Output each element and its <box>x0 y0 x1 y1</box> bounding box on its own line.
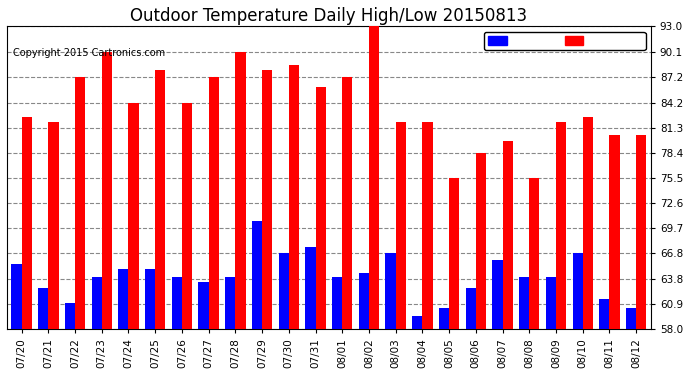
Bar <box>145 268 155 329</box>
Bar <box>315 87 326 329</box>
Bar <box>546 277 556 329</box>
Bar <box>636 135 647 329</box>
Bar <box>306 247 315 329</box>
Bar <box>582 117 593 329</box>
Bar <box>208 76 219 329</box>
Bar <box>75 76 86 329</box>
Bar <box>12 264 21 329</box>
Legend: Low  (°F), High  (°F): Low (°F), High (°F) <box>484 32 646 50</box>
Bar <box>332 277 342 329</box>
Bar <box>38 288 48 329</box>
Bar <box>556 122 566 329</box>
Bar <box>519 277 529 329</box>
Bar <box>502 141 513 329</box>
Bar <box>573 253 582 329</box>
Bar <box>626 308 636 329</box>
Bar <box>119 268 128 329</box>
Bar <box>252 221 262 329</box>
Bar <box>449 178 460 329</box>
Bar <box>599 299 609 329</box>
Bar <box>369 27 379 329</box>
Bar <box>92 277 102 329</box>
Bar <box>529 178 540 329</box>
Bar <box>155 70 166 329</box>
Bar <box>386 253 395 329</box>
Bar <box>182 103 192 329</box>
Bar <box>65 303 75 329</box>
Bar <box>395 122 406 329</box>
Bar <box>128 103 139 329</box>
Bar <box>359 273 369 329</box>
Bar <box>172 277 182 329</box>
Bar <box>466 288 476 329</box>
Bar <box>439 308 449 329</box>
Bar <box>199 282 208 329</box>
Title: Outdoor Temperature Daily High/Low 20150813: Outdoor Temperature Daily High/Low 20150… <box>130 7 527 25</box>
Bar <box>609 135 620 329</box>
Bar <box>102 52 112 329</box>
Bar <box>279 253 289 329</box>
Text: Copyright 2015 Cartronics.com: Copyright 2015 Cartronics.com <box>13 48 166 58</box>
Bar <box>262 70 273 329</box>
Bar <box>476 153 486 329</box>
Bar <box>422 122 433 329</box>
Bar <box>289 65 299 329</box>
Bar <box>21 117 32 329</box>
Bar <box>412 316 422 329</box>
Bar <box>48 122 59 329</box>
Bar <box>342 76 353 329</box>
Bar <box>225 277 235 329</box>
Bar <box>493 260 502 329</box>
Bar <box>235 52 246 329</box>
